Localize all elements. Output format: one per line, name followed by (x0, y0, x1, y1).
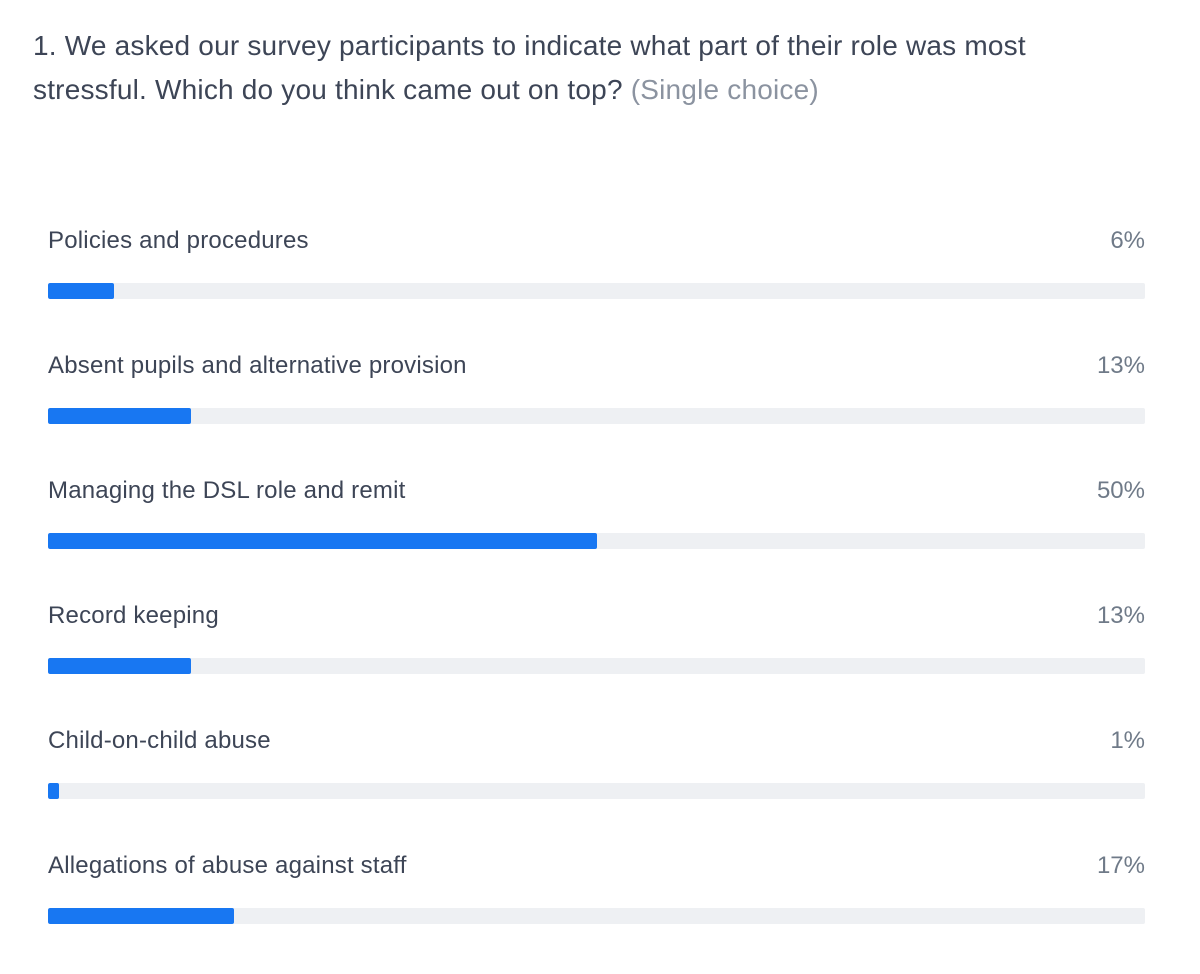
option-label: Absent pupils and alternative provision (48, 352, 467, 379)
result-row: Allegations of abuse against staff 17% (48, 850, 1145, 924)
progress-track (48, 908, 1145, 924)
result-row-header: Record keeping 13% (48, 600, 1145, 632)
result-row: Managing the DSL role and remit 50% (48, 475, 1145, 549)
progress-track (48, 283, 1145, 299)
result-row-header: Allegations of abuse against staff 17% (48, 850, 1145, 882)
progress-track (48, 658, 1145, 674)
result-row-header: Policies and procedures 6% (48, 225, 1145, 257)
progress-fill (48, 533, 597, 549)
result-row: Policies and procedures 6% (48, 225, 1145, 299)
question-choice-type: (Single choice) (630, 74, 819, 105)
option-percentage: 13% (1096, 352, 1145, 379)
progress-track (48, 783, 1145, 799)
survey-results-card: 1. We asked our survey participants to i… (33, 24, 1145, 924)
option-label: Allegations of abuse against staff (48, 852, 407, 879)
question-text: 1. We asked our survey participants to i… (33, 30, 1026, 105)
results-list: Policies and procedures 6% Absent pupils… (48, 225, 1145, 924)
question-title: 1. We asked our survey participants to i… (33, 24, 1063, 112)
option-label: Child-on-child abuse (48, 727, 271, 754)
option-percentage: 13% (1096, 602, 1145, 629)
progress-track (48, 408, 1145, 424)
option-percentage: 6% (1110, 227, 1145, 254)
progress-fill (48, 908, 235, 924)
option-percentage: 17% (1096, 852, 1145, 879)
result-row-header: Managing the DSL role and remit 50% (48, 475, 1145, 507)
progress-fill (48, 783, 59, 799)
progress-track (48, 533, 1145, 549)
result-row: Record keeping 13% (48, 600, 1145, 674)
option-label: Policies and procedures (48, 227, 309, 254)
progress-fill (48, 658, 191, 674)
result-row-header: Child-on-child abuse 1% (48, 725, 1145, 757)
result-row: Absent pupils and alternative provision … (48, 350, 1145, 424)
result-row-header: Absent pupils and alternative provision … (48, 350, 1145, 382)
option-percentage: 1% (1110, 727, 1145, 754)
progress-fill (48, 283, 114, 299)
option-label: Record keeping (48, 602, 219, 629)
result-row: Child-on-child abuse 1% (48, 725, 1145, 799)
progress-fill (48, 408, 191, 424)
option-label: Managing the DSL role and remit (48, 477, 406, 504)
option-percentage: 50% (1096, 477, 1145, 504)
